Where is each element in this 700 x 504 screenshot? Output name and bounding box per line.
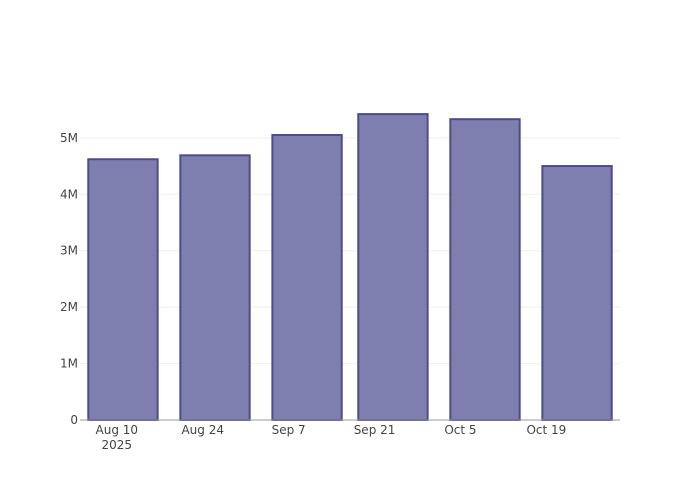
- bar[interactable]: [541, 165, 613, 421]
- x-tick-label: Aug 24: [181, 423, 224, 437]
- y-tick-label: 5M: [60, 131, 78, 145]
- y-tick-label: 3M: [60, 244, 78, 258]
- y-axis-ticks: 0 1M 2M 3M 4M 5M: [60, 131, 78, 427]
- x-tick-label: Sep 21: [354, 423, 396, 437]
- bar[interactable]: [271, 133, 343, 421]
- y-tick-label: 4M: [60, 187, 78, 201]
- x-tick-label: Oct 5: [444, 423, 476, 437]
- bar[interactable]: [357, 113, 429, 421]
- y-tick-label: 0: [70, 413, 78, 427]
- x-tick-label: Oct 19: [526, 423, 566, 437]
- bar[interactable]: [179, 154, 251, 421]
- x-tick-year-label: 2025: [102, 438, 133, 452]
- x-tick-label: Sep 7: [272, 423, 306, 437]
- x-tick-label: Aug 10: [96, 423, 139, 437]
- gridlines: [80, 137, 620, 365]
- y-tick-label: 1M: [60, 357, 78, 371]
- bar[interactable]: [87, 158, 159, 422]
- y-tick-label: 2M: [60, 300, 78, 314]
- bar[interactable]: [449, 118, 521, 421]
- bars: [87, 113, 613, 422]
